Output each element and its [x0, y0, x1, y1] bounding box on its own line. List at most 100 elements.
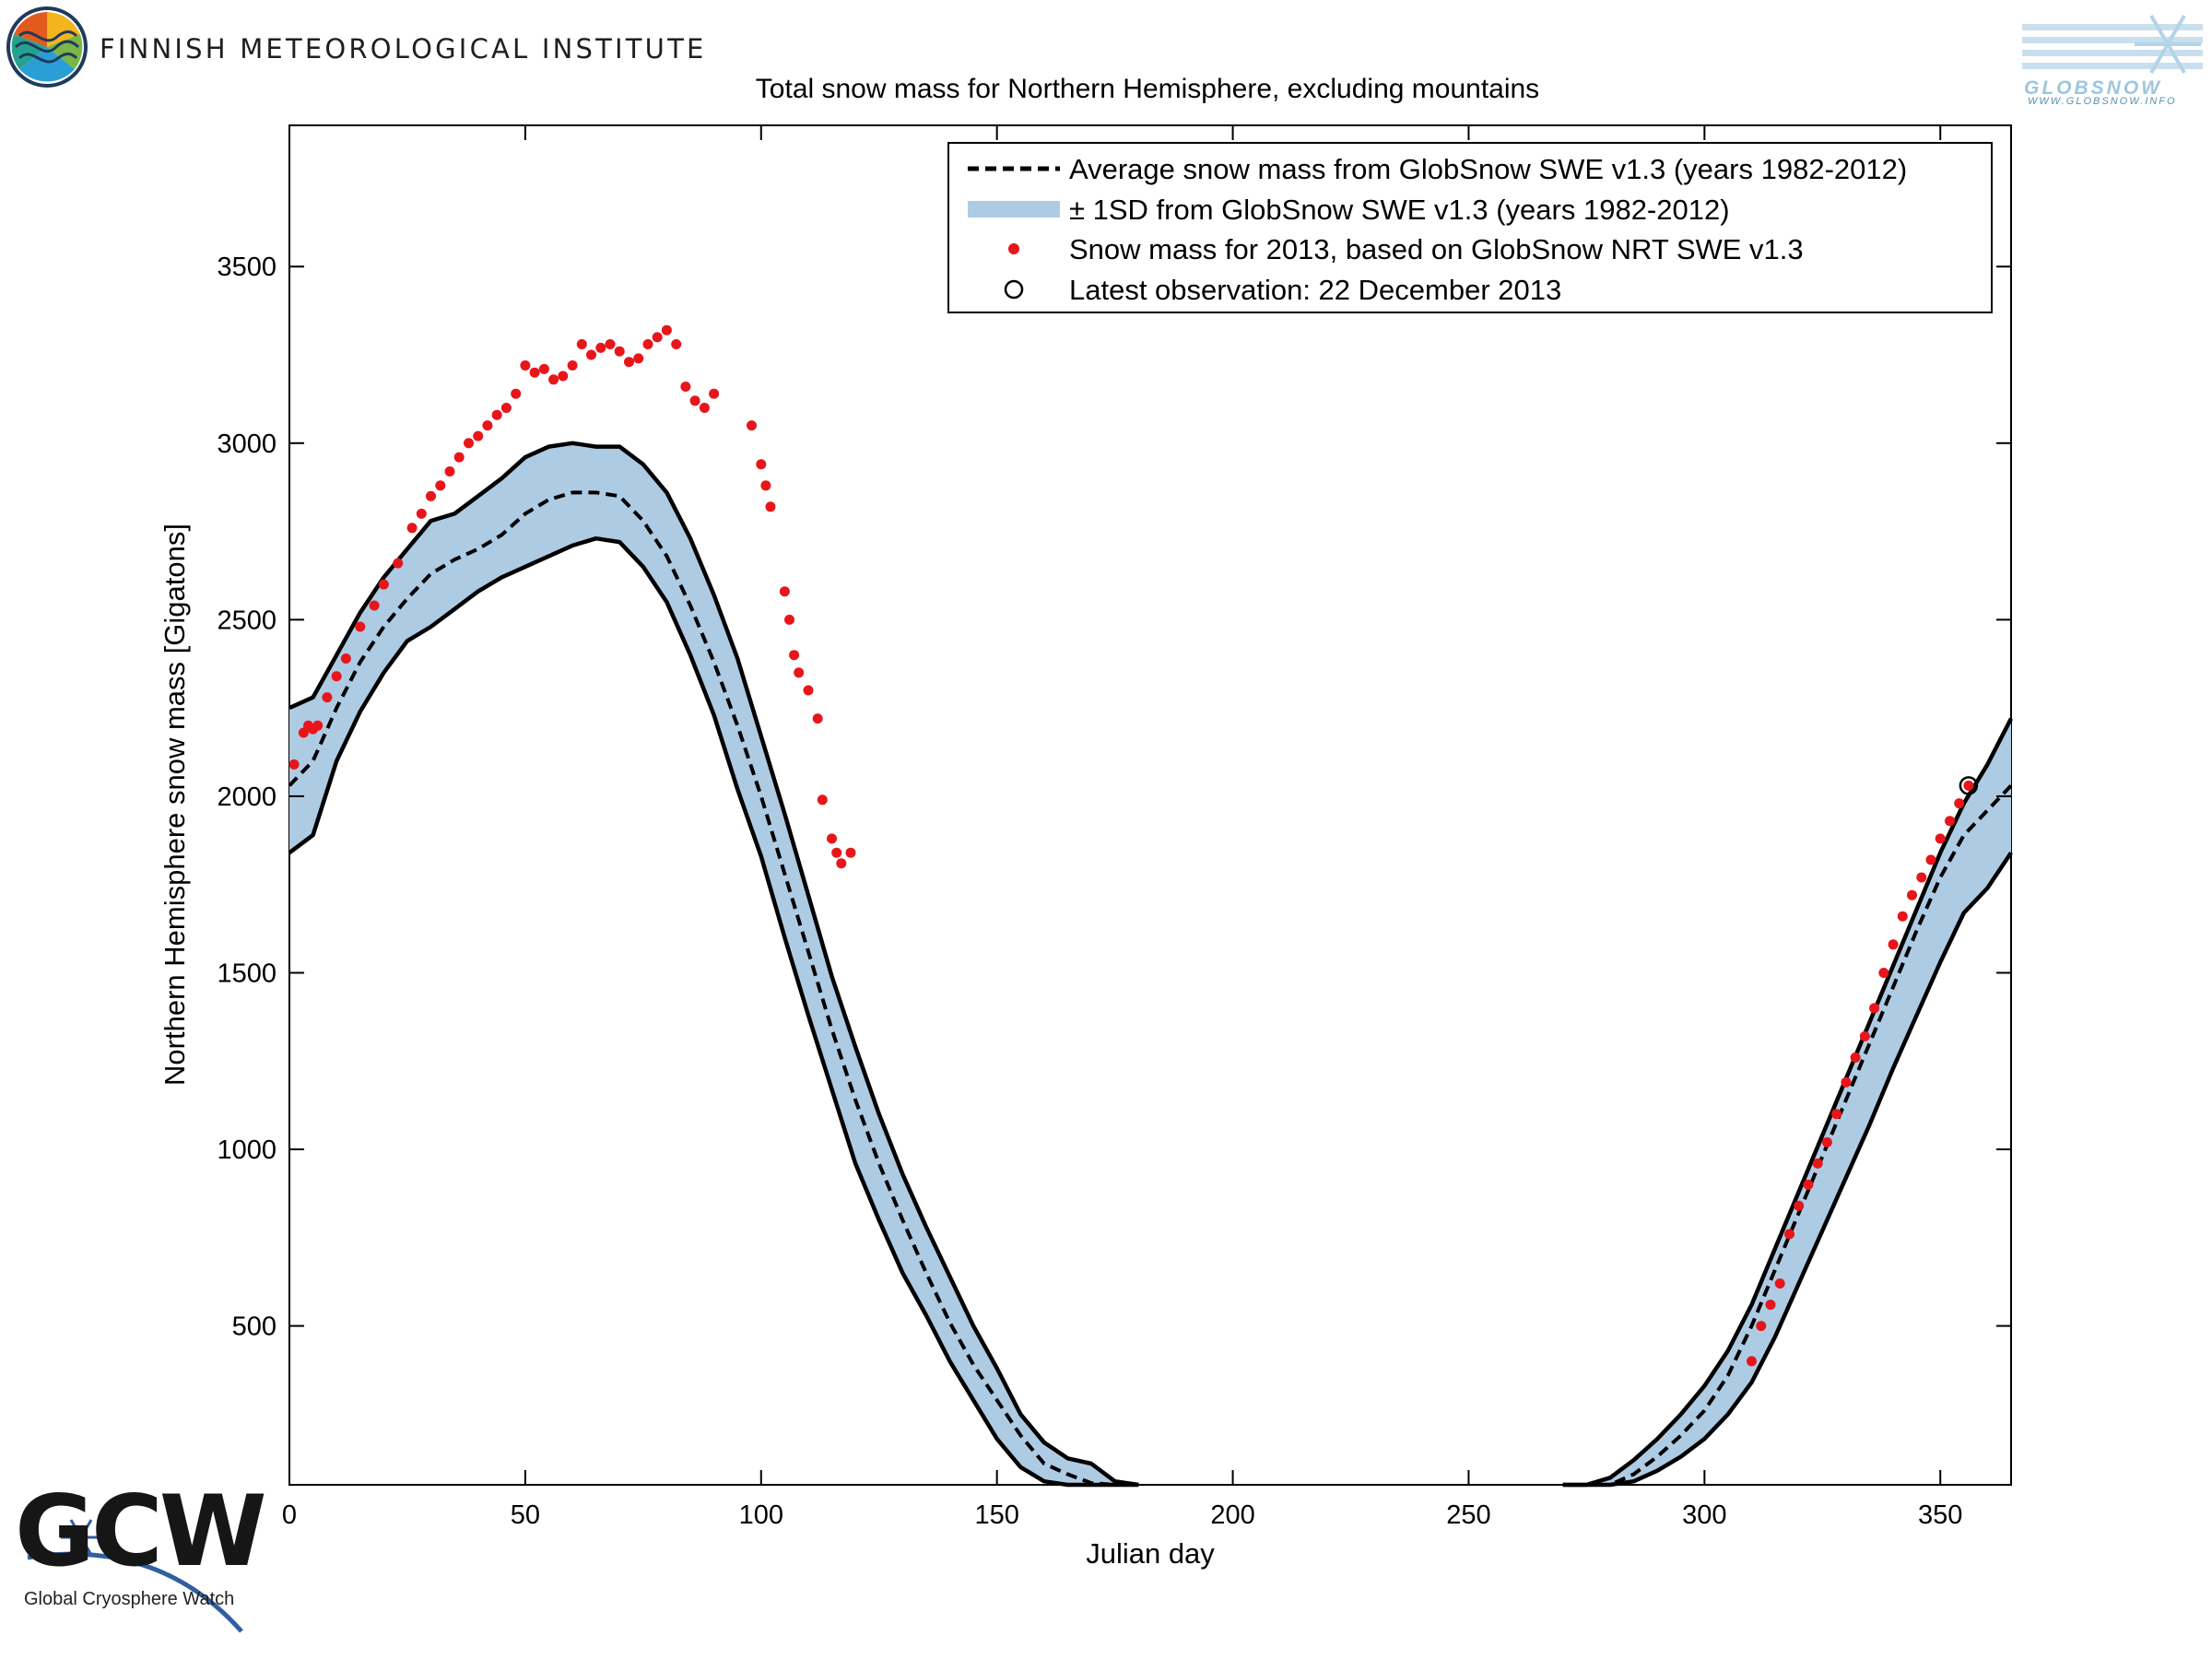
observed-point: [416, 508, 427, 519]
globsnow-logo-text: GLOBSNOW: [2024, 77, 2162, 99]
observed-point: [831, 847, 842, 858]
observed-point: [1812, 1158, 1823, 1169]
mean-line-0: [288, 490, 1139, 1487]
observed-point: [1945, 816, 1955, 827]
observed-point: [529, 367, 540, 378]
observed-point: [1765, 1300, 1776, 1311]
observed-point: [836, 858, 847, 869]
y-tick-label: 1000: [217, 1135, 276, 1165]
observed-point: [369, 600, 380, 611]
observed-point: [827, 833, 837, 844]
observed-point: [435, 480, 446, 491]
fmi-logo: [6, 6, 88, 88]
observed-point: [464, 438, 474, 449]
observed-point: [614, 346, 625, 357]
observed-point: [817, 794, 828, 806]
legend-band-swatch: [968, 201, 1060, 218]
observed-point: [779, 586, 790, 597]
observed-point: [1803, 1179, 1814, 1190]
observed-point: [1841, 1077, 1852, 1088]
series-lines: [288, 441, 2014, 1488]
observed-point: [586, 349, 596, 360]
observed-point: [520, 360, 531, 371]
observed-point: [1963, 780, 1974, 791]
std-band: [289, 442, 2011, 1485]
gcw-subtitle: Global Cryosphere Watch: [24, 1589, 235, 1609]
observed-point: [576, 339, 587, 349]
legend-box: [947, 142, 1993, 313]
observed-point: [845, 847, 856, 858]
observed-point: [567, 360, 578, 371]
observed-point: [1954, 798, 1965, 809]
x-axis-label: Julian day: [1086, 1537, 1215, 1570]
observed-point: [1794, 1200, 1805, 1211]
observed-point: [803, 685, 814, 696]
observed-points: [288, 324, 1979, 1367]
y-tick-label: 2000: [217, 782, 276, 812]
observed-point: [1888, 939, 1899, 950]
observed-point: [426, 490, 436, 501]
observed-point: [473, 430, 484, 441]
x-tick-label: 100: [739, 1500, 783, 1530]
observed-point: [444, 466, 455, 477]
observed-point: [812, 713, 823, 724]
observed-point: [393, 558, 404, 569]
observed-point: [340, 653, 351, 664]
observed-point: [642, 339, 653, 349]
std-upper-line-1: [1562, 717, 2014, 1488]
observed-point: [756, 459, 767, 470]
observed-point: [288, 759, 300, 770]
observed-point: [482, 420, 493, 431]
observed-point: [538, 363, 549, 374]
observed-point: [558, 371, 569, 382]
observed-point: [1916, 872, 1927, 883]
legend-entry-band: ± 1SD from GlobSnow SWE v1.3 (years 1982…: [1069, 194, 1730, 226]
observed-point: [1925, 854, 1936, 865]
y-axis-label: Northern Hemisphere snow mass [Gigatons]: [159, 524, 191, 1086]
observed-point: [331, 671, 342, 682]
observed-point: [595, 342, 606, 353]
observed-point: [500, 403, 512, 413]
observed-point: [760, 480, 771, 491]
y-tick-label: 3000: [217, 429, 276, 459]
observed-point: [1897, 911, 1908, 922]
globsnow-url: WWW.GLOBSNOW.INFO: [2028, 96, 2177, 107]
chart-title: Total snow mass for Northern Hemisphere,…: [755, 74, 1540, 104]
observed-point: [689, 395, 700, 406]
observed-point: [789, 650, 800, 661]
axes: 0 50 100 150 200 250 300 350 500 1000 1500 2000 2500…: [217, 125, 2011, 1530]
observed-point: [1831, 1109, 1842, 1120]
x-tick-label: 50: [511, 1500, 540, 1530]
y-tick-label: 1500: [217, 959, 276, 988]
legend-observed-swatch: [1008, 243, 1019, 254]
legend-entry-latest: Latest observation: 22 December 2013: [1069, 274, 1561, 306]
observed-point: [1850, 1052, 1861, 1063]
observed-point: [491, 409, 502, 420]
observed-point: [1784, 1229, 1794, 1240]
observed-point: [680, 382, 691, 392]
observed-point: [699, 403, 710, 413]
plot-area: [288, 124, 2012, 1486]
observed-point: [784, 614, 794, 625]
legend: Average snow mass from GlobSnow SWE v1.3…: [947, 142, 1993, 313]
observed-point: [355, 621, 366, 632]
observed-point: [312, 720, 324, 731]
legend-latest-swatch: [1004, 279, 1024, 300]
y-tick-label: 500: [232, 1312, 276, 1342]
globsnow-logo: [2022, 14, 2203, 75]
observed-point: [661, 324, 672, 335]
observed-point: [322, 692, 333, 703]
x-tick-label: 300: [1682, 1500, 1726, 1530]
latest-observation-marker: [1959, 776, 1979, 795]
observed-point: [765, 501, 776, 512]
observed-point: [652, 332, 663, 343]
gcw-logo: [27, 1519, 243, 1633]
observed-point: [1935, 833, 1946, 844]
std-upper-line-0: [288, 441, 1139, 1488]
x-tick-label: 250: [1446, 1500, 1490, 1530]
observed-point: [1907, 889, 1917, 900]
observed-point: [1756, 1321, 1767, 1332]
x-tick-label: 200: [1210, 1500, 1254, 1530]
observed-point: [1878, 968, 1889, 978]
observed-point: [1821, 1136, 1832, 1147]
